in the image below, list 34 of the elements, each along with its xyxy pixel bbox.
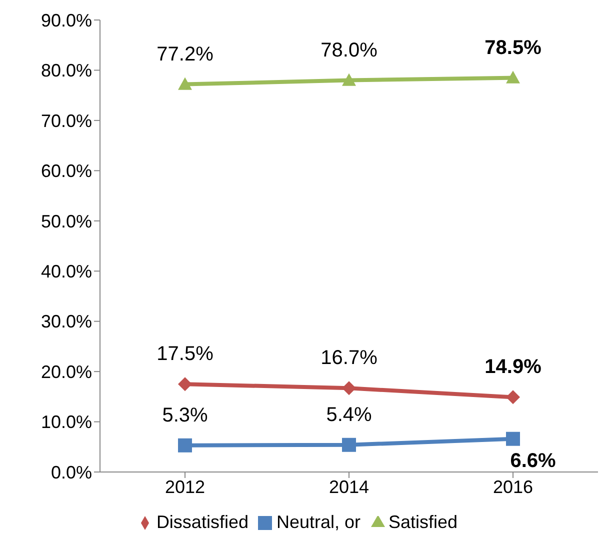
point — [342, 438, 356, 452]
data-label: 5.3% — [162, 404, 208, 426]
legend-label: Satisfied — [388, 512, 458, 532]
point — [342, 381, 356, 396]
y-tick-label: 20.0% — [40, 362, 92, 382]
y-tick-label: 80.0% — [40, 60, 92, 81]
data-label: 77.2% — [156, 43, 214, 66]
y-tick-label: 60.0% — [40, 161, 92, 182]
point — [342, 73, 356, 86]
point — [178, 377, 192, 392]
x-tick-label: 2016 — [492, 476, 534, 497]
point — [506, 390, 520, 404]
x-tick-label: 2014 — [328, 476, 370, 497]
y-tick-label: 50.0% — [40, 211, 92, 232]
data-label: 14.9% — [484, 356, 542, 378]
point — [178, 438, 192, 452]
y-tick-label: 30.0% — [40, 312, 92, 332]
point — [506, 70, 520, 84]
data-label: 5.4% — [326, 404, 372, 426]
legend-label: Dissatisfied — [156, 512, 248, 532]
x-tick-label: 2012 — [164, 476, 206, 497]
data-label: 78.5% — [484, 36, 542, 59]
y-tick-label: 70.0% — [40, 110, 92, 131]
data-label: 17.5% — [156, 343, 214, 366]
y-tick-label: 90.0% — [40, 10, 92, 30]
data-label: 78.0% — [320, 39, 378, 62]
y-tick-label: 0.0% — [50, 462, 92, 482]
y-tick-label: 10.0% — [40, 412, 92, 432]
data-label: 16.7% — [320, 347, 378, 370]
data-label: 6.6% — [510, 450, 556, 472]
y-tick-label: 40.0% — [40, 262, 92, 282]
point — [178, 77, 192, 90]
legend-label: Neutral, or — [276, 512, 361, 532]
point — [506, 432, 520, 446]
